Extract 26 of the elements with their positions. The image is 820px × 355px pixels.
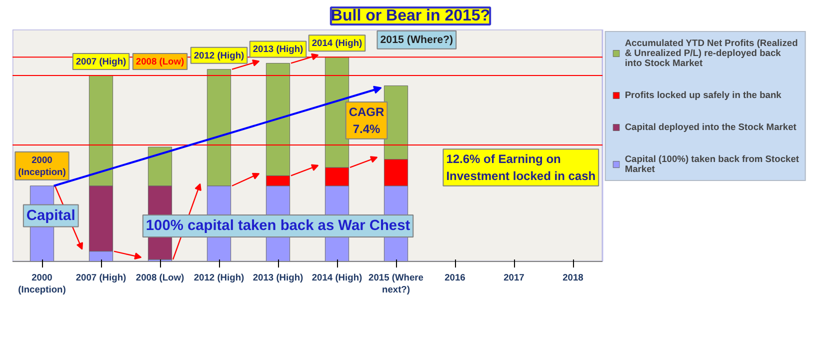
x-tick-label: 2012 (High)	[194, 272, 244, 282]
annotation: Capital	[26, 208, 76, 224]
x-tick-label: 2000 (Inception)	[18, 272, 66, 294]
annotation: 2013 (High)	[252, 44, 304, 54]
annotation: 2007 (High)	[76, 56, 126, 66]
x-tick-label: 2014 (High)	[312, 272, 362, 282]
legend-label: Profits locked up safely in the bank	[624, 90, 782, 100]
annotation: 12.6% of Earning on Investment locked in cash	[446, 152, 596, 183]
x-tick-label: 2013 (High)	[252, 272, 304, 282]
x-tick-label: 2007 (High)	[76, 272, 126, 282]
annotation: 2014 (High)	[312, 38, 362, 48]
x-tick-label: 2018	[562, 272, 584, 282]
legend-label: Capital deployed into the Stock Market	[624, 122, 796, 132]
annotation: CAGR 7.4%	[348, 105, 384, 136]
x-tick-label: 2016	[444, 272, 466, 282]
annotation: 2008 (Low)	[136, 56, 184, 66]
annotation: 2012 (High)	[194, 50, 244, 60]
annotation: 100% capital taken back as War Chest	[146, 218, 410, 234]
x-tick-label: 2008 (Low)	[136, 272, 184, 282]
text: 2015 (Where?)	[380, 34, 454, 46]
x-tick-label: 2015 (Where next?)	[368, 272, 424, 294]
chart-title: Bull or Bear in 2015?	[330, 8, 490, 24]
legend-label: Capital (100%) taken back from Stocket Market	[624, 154, 799, 174]
annotation: 2000 (Inception)	[18, 154, 66, 177]
legend-label: Accumulated YTD Net Profits (Realized & Unrealized P/L) re-deployed back into Stock Market	[624, 38, 798, 68]
x-tick-label: 2017	[504, 272, 524, 282]
